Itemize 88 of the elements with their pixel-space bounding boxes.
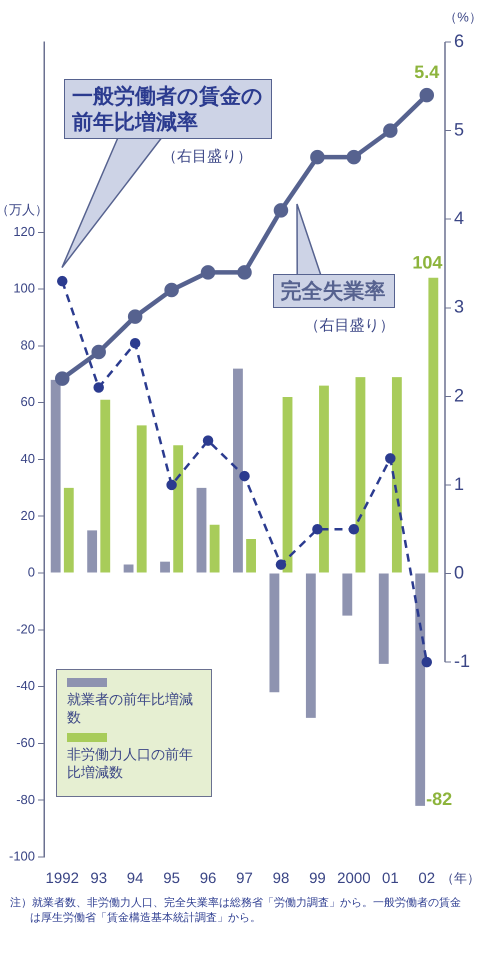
point [276,559,286,570]
y-tick-label: 40 [20,451,36,466]
data-label: 5.4 [414,62,440,82]
y-tick-label: -80 [16,792,36,807]
y2-tick-label: 2 [454,385,464,406]
x-tick-label: 97 [236,870,253,888]
bar [378,574,389,664]
y-tick-label: 80 [20,337,36,352]
bar [100,400,110,573]
point [422,656,432,668]
bar [342,574,352,616]
x-tick-label: 02 [418,870,436,888]
y-tick-label: -100 [8,848,36,864]
point [166,480,177,490]
x-tick-label: 93 [90,870,108,888]
y2-tick-label: 4 [454,208,464,228]
bar [306,574,316,718]
y2-tick-label: 6 [454,30,464,51]
point [383,123,398,138]
bar [233,368,243,573]
y2-tick-label: -1 [454,651,470,672]
x-tick-label: 98 [272,870,290,888]
point [128,309,142,324]
bar [246,538,256,573]
bar [64,488,74,573]
x-tick-label: 1992 [46,870,79,888]
bar [136,425,147,573]
annotation: （右目盛り） [304,316,395,336]
bar [428,278,438,573]
bar [160,562,170,573]
bar [319,386,329,573]
y2-axis-title: （%） [444,10,477,25]
y-tick-label: 60 [20,394,36,410]
y-tick-label: 100 [13,280,36,296]
point [54,371,70,386]
y-tick-label: 0 [28,564,36,580]
speech-bubble: 完全失業率 [272,204,395,308]
text: 注）就業者数、非労働力人口、完全失業率は総務省「労働力調査」から。一般労働者の賃金は厚生労働省「賃金構造基本統計調査」から。 [9,895,462,925]
point [312,524,323,534]
y2-tick-label: 1 [454,474,464,494]
point [310,150,325,164]
y2-tick-label: 5 [454,120,464,140]
x-tick-label: 01 [382,870,399,888]
y-tick-label: -40 [16,678,36,694]
x-axis-title: （年） [440,870,477,886]
point [274,203,288,218]
point [202,435,214,446]
point [56,276,68,286]
series-label: 完全失業率 [272,274,395,308]
bar [392,377,402,573]
x-tick-label: 95 [163,870,180,888]
bar [87,530,98,573]
x-tick-label: 96 [200,870,216,888]
y2-tick-label: 0 [454,562,464,582]
data-label: 104 [412,252,442,273]
point [237,265,252,280]
bar [210,524,220,573]
y-tick-label: 120 [13,224,36,239]
legend-label: 非労働力人口の前年比増減数 [67,746,194,782]
y-tick-label: -60 [16,734,36,750]
annotation: （右目盛り） [162,146,252,166]
point [200,265,216,280]
bar [173,445,184,573]
bar [196,488,206,573]
y2-tick-label: 3 [454,296,464,317]
legend-label: 就業者の前年比増減数 [67,691,194,727]
bar [269,574,280,692]
bar [415,574,426,806]
point [346,150,362,164]
x-tick-label: 94 [126,870,144,888]
point [130,338,140,348]
x-tick-label: 99 [309,870,326,888]
point [348,524,360,534]
point [385,453,396,464]
bar [282,396,292,573]
x-tick-label: 2000 [337,870,371,888]
y-tick-label: 20 [20,508,36,523]
point [420,88,434,102]
y-tick-label: -20 [16,621,36,636]
bar [356,377,366,573]
point [93,382,104,393]
point [91,344,106,360]
bar [124,564,134,573]
point [164,282,179,298]
data-label: -82 [426,788,452,809]
y-axis-title: （万人） [0,202,48,217]
point [239,470,250,482]
bar [50,380,61,573]
